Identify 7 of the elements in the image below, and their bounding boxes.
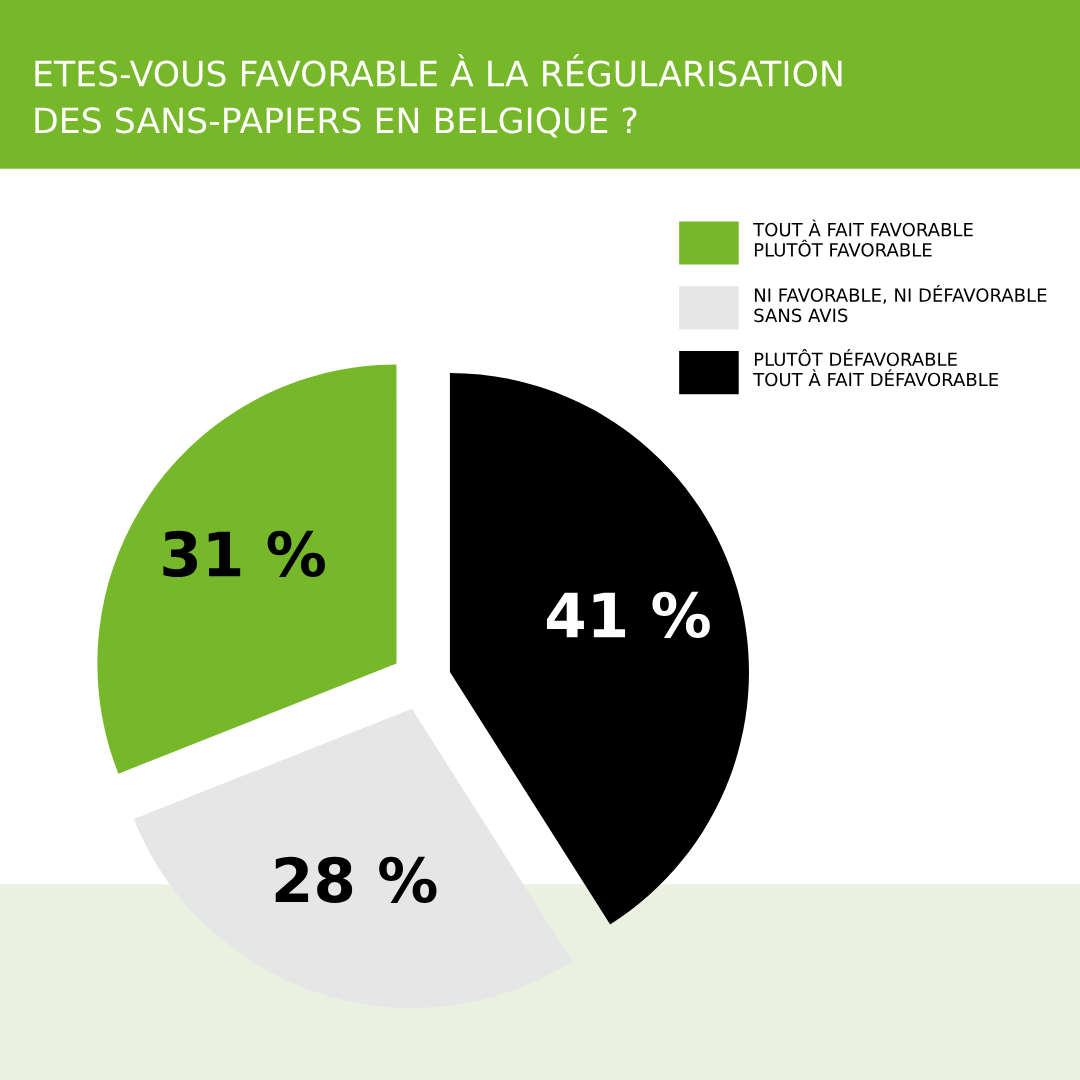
legend-label: PLUTÔT DÉFAVORABLE TOUT À FAIT DÉFAVORABLE [753,349,999,387]
data-label: 28 % [275,856,437,903]
chart-title: ETES-VOUS FAVORABLE À LA RÉGULARISATION DES SANS-PAPIERS EN BELGIQUE ? [35,54,842,138]
legend-label: TOUT À FAIT FAVORABLE PLUTÔT FAVORABLE [753,219,973,257]
data-label: 31 % [163,530,325,578]
legend-label: NI FAVORABLE, NI DÉFAVORABLE SANS AVIS [754,284,1047,323]
data-label: 41 % [546,591,710,639]
